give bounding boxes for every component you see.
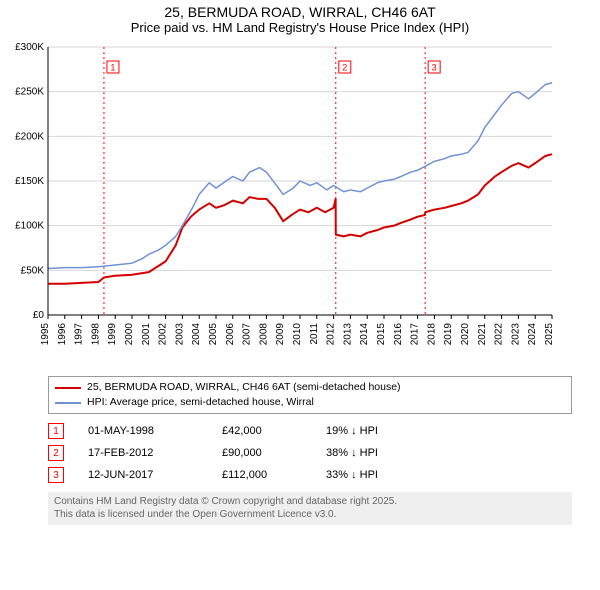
svg-text:2004: 2004: [191, 323, 202, 346]
svg-text:2013: 2013: [342, 323, 353, 346]
svg-text:£150K: £150K: [15, 176, 44, 187]
event-date: 17-FEB-2012: [88, 447, 198, 459]
svg-text:2023: 2023: [510, 323, 521, 346]
title-line2: Price paid vs. HM Land Registry's House …: [0, 20, 600, 35]
legend-row: 25, BERMUDA ROAD, WIRRAL, CH46 6AT (semi…: [55, 380, 565, 395]
svg-text:£300K: £300K: [15, 42, 44, 53]
svg-text:1999: 1999: [107, 323, 118, 346]
svg-text:2017: 2017: [410, 323, 421, 346]
event-row: 2 17-FEB-2012 £90,000 38% ↓ HPI: [48, 442, 572, 464]
svg-text:2021: 2021: [477, 323, 488, 346]
legend-swatch: [55, 402, 81, 404]
event-price: £42,000: [222, 425, 302, 437]
event-price: £90,000: [222, 447, 302, 459]
svg-text:2000: 2000: [124, 323, 135, 346]
svg-text:2014: 2014: [359, 323, 370, 346]
legend-label: HPI: Average price, semi-detached house,…: [87, 395, 314, 410]
svg-text:1995: 1995: [40, 323, 51, 346]
legend-label: 25, BERMUDA ROAD, WIRRAL, CH46 6AT (semi…: [87, 380, 401, 395]
svg-text:2016: 2016: [393, 323, 404, 346]
page: 25, BERMUDA ROAD, WIRRAL, CH46 6AT Price…: [0, 0, 600, 525]
svg-text:2: 2: [342, 63, 347, 73]
event-price: £112,000: [222, 469, 302, 481]
license-line2: This data is licensed under the Open Gov…: [54, 509, 566, 522]
title-line1: 25, BERMUDA ROAD, WIRRAL, CH46 6AT: [0, 4, 600, 20]
event-delta: 38% ↓ HPI: [326, 447, 416, 459]
svg-text:1996: 1996: [57, 323, 68, 346]
svg-text:1997: 1997: [74, 323, 85, 346]
legend-swatch: [55, 387, 81, 389]
svg-text:2018: 2018: [426, 323, 437, 346]
svg-text:£250K: £250K: [15, 87, 44, 98]
svg-text:2025: 2025: [544, 323, 555, 346]
chart: £0 £50K £100K £150K £200K £250K £300K 1 2 3 1995 19…: [0, 37, 600, 372]
svg-text:2020: 2020: [460, 323, 471, 346]
svg-text:2012: 2012: [326, 323, 337, 346]
event-marker: 3: [48, 467, 64, 483]
svg-text:1998: 1998: [90, 323, 101, 346]
legend: 25, BERMUDA ROAD, WIRRAL, CH46 6AT (semi…: [48, 376, 572, 414]
svg-text:2010: 2010: [292, 323, 303, 346]
legend-row: HPI: Average price, semi-detached house,…: [55, 395, 565, 410]
svg-text:3: 3: [432, 63, 437, 73]
chart-svg: £0 £50K £100K £150K £200K £250K £300K 1 2 3 1995 19…: [0, 37, 560, 367]
svg-text:2019: 2019: [443, 323, 454, 346]
event-date: 01-MAY-1998: [88, 425, 198, 437]
title-block: 25, BERMUDA ROAD, WIRRAL, CH46 6AT Price…: [0, 0, 600, 37]
svg-text:£100K: £100K: [15, 221, 44, 232]
svg-text:2009: 2009: [275, 323, 286, 346]
svg-text:2011: 2011: [309, 323, 320, 345]
svg-text:2008: 2008: [258, 323, 269, 346]
svg-text:£50K: £50K: [21, 265, 45, 276]
svg-text:1: 1: [110, 63, 115, 73]
event-delta: 19% ↓ HPI: [326, 425, 416, 437]
svg-text:2005: 2005: [208, 323, 219, 346]
event-delta: 33% ↓ HPI: [326, 469, 416, 481]
events-table: 1 01-MAY-1998 £42,000 19% ↓ HPI 2 17-FEB-2012…: [48, 420, 572, 486]
svg-text:2024: 2024: [527, 323, 538, 346]
svg-text:2006: 2006: [225, 323, 236, 346]
svg-text:2002: 2002: [158, 323, 169, 346]
license-line1: Contains HM Land Registry data © Crown c…: [54, 496, 566, 509]
event-row: 3 12-JUN-2017 £112,000 33% ↓ HPI: [48, 464, 572, 486]
svg-text:2001: 2001: [141, 323, 152, 346]
license: Contains HM Land Registry data © Crown c…: [48, 492, 572, 525]
event-marker: 1: [48, 423, 64, 439]
event-date: 12-JUN-2017: [88, 469, 198, 481]
event-row: 1 01-MAY-1998 £42,000 19% ↓ HPI: [48, 420, 572, 442]
event-marker: 2: [48, 445, 64, 461]
svg-text:£200K: £200K: [15, 131, 44, 142]
svg-text:2015: 2015: [376, 323, 387, 346]
svg-text:2003: 2003: [174, 323, 185, 346]
svg-text:£0: £0: [33, 310, 45, 321]
svg-text:2022: 2022: [494, 323, 505, 346]
svg-text:2007: 2007: [242, 323, 253, 346]
